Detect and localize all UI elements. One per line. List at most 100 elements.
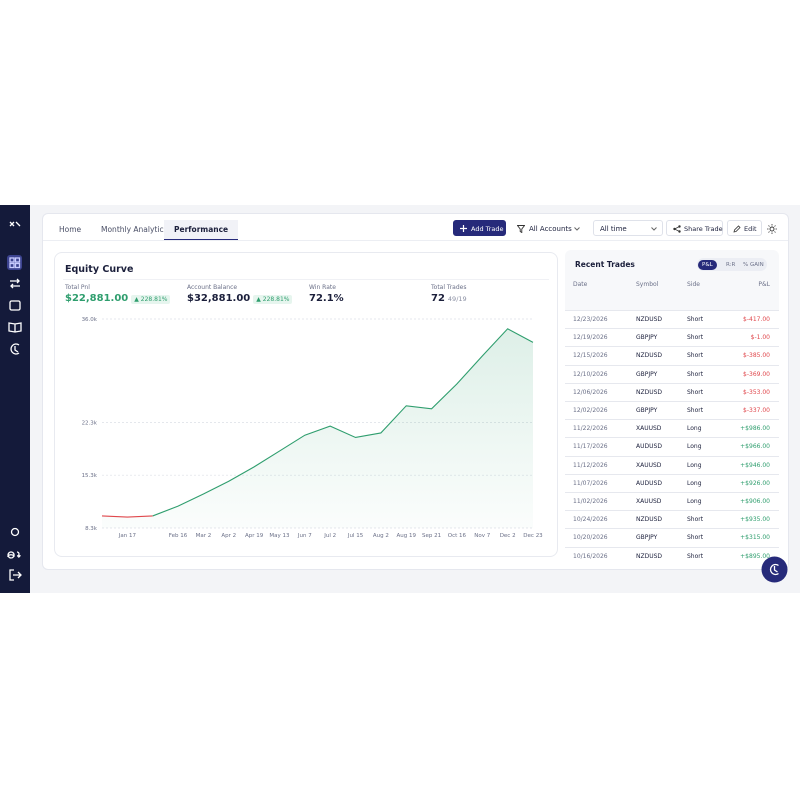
nav-analytics[interactable] bbox=[10, 343, 20, 355]
fab-button[interactable] bbox=[761, 556, 788, 583]
trades-title: Recent Trades bbox=[575, 260, 635, 269]
date: 11/17/2026 bbox=[573, 443, 608, 451]
date: 10/20/2026 bbox=[573, 534, 608, 542]
stat-change: ▲ 228.81% bbox=[131, 295, 171, 304]
pnl: +$935.00 bbox=[740, 516, 770, 524]
x-tick-label: Dec 23 bbox=[523, 533, 543, 539]
table-row: 12/19/2026 GBPJPY Short $-1.00 bbox=[565, 328, 779, 348]
side: Short bbox=[687, 407, 704, 414]
date: 12/10/2026 bbox=[573, 370, 608, 378]
stat-value: $22,881.00 bbox=[65, 293, 129, 304]
pnl: $-369.00 bbox=[743, 370, 770, 378]
x-tick-label: Aug 19 bbox=[396, 533, 416, 539]
side: Short bbox=[687, 552, 704, 560]
x-tick-label: Nov 7 bbox=[474, 533, 490, 539]
symbol: GBPJPY bbox=[636, 334, 658, 342]
date: 11/12/2026 bbox=[573, 461, 608, 469]
pnl: $-417.00 bbox=[743, 316, 770, 323]
date: 10/24/2026 bbox=[573, 516, 608, 524]
tab[interactable]: Monthly Analytics bbox=[101, 225, 168, 234]
accounts-dropdown[interactable]: All Accounts bbox=[511, 220, 587, 236]
period-dropdown[interactable]: All time bbox=[593, 220, 663, 236]
divider bbox=[43, 240, 788, 241]
edit-label: Edit bbox=[744, 225, 757, 233]
date: 12/02/2026 bbox=[573, 407, 608, 414]
pnl: +$926.00 bbox=[740, 479, 770, 487]
toggle[interactable]: P&L bbox=[698, 259, 717, 270]
date: 12/19/2026 bbox=[573, 334, 608, 342]
column-header: Date bbox=[573, 281, 588, 288]
add-trade-button[interactable]: Add Trade bbox=[453, 220, 506, 236]
app: Home Monthly Analytics Performance Add Tra… bbox=[0, 205, 800, 593]
pnl: +$895.00 bbox=[740, 552, 770, 560]
stat-label: Account Balance bbox=[187, 284, 238, 291]
date: 10/16/2026 bbox=[573, 552, 608, 560]
side: Long bbox=[687, 498, 702, 505]
y-tick-label: 8.3k bbox=[85, 526, 98, 532]
sidebar-icons bbox=[7, 221, 22, 581]
table-header: Date Symbol Side P&L bbox=[565, 281, 779, 293]
column-header: Side bbox=[687, 281, 700, 288]
nav-trades[interactable] bbox=[10, 278, 20, 289]
x-tick-label: Jun 7 bbox=[297, 533, 312, 539]
share-button[interactable]: Share Trade bbox=[666, 220, 723, 236]
table-row: 10/24/2026 NZDUSD Short +$935.00 bbox=[565, 510, 779, 530]
pnl: +$946.00 bbox=[740, 461, 770, 469]
pnl: +$966.00 bbox=[740, 443, 770, 451]
x-tick-label: Jul 15 bbox=[347, 533, 364, 539]
x-tick-label: Aug 2 bbox=[373, 533, 389, 539]
main-panel: Home Monthly Analytics Performance Add Tra… bbox=[42, 213, 789, 570]
table-row: 11/17/2026 AUDUSD Long +$966.00 bbox=[565, 437, 779, 457]
line bbox=[152, 328, 534, 517]
table-row: 12/23/2026 NZDUSD Short $-417.00 bbox=[565, 310, 779, 329]
x-tick-label: May 13 bbox=[269, 533, 290, 539]
divider bbox=[63, 279, 549, 280]
sidebar bbox=[0, 205, 30, 593]
table-row: 11/22/2026 XAUUSD Long +$986.00 bbox=[565, 419, 779, 439]
nav-dashboard[interactable] bbox=[9, 257, 21, 269]
side: Short bbox=[687, 316, 704, 323]
table-row: 10/16/2026 NZDUSD Short +$895.00 bbox=[565, 546, 779, 566]
stat-label: Win Rate bbox=[309, 284, 336, 291]
nav-logout[interactable] bbox=[9, 569, 22, 581]
y-tick-label: 22.3k bbox=[82, 420, 98, 426]
tab[interactable]: Home bbox=[59, 225, 82, 234]
stat-label: Total Trades bbox=[431, 284, 467, 291]
nav-wallet[interactable] bbox=[9, 300, 21, 311]
toggle[interactable]: R:R bbox=[726, 261, 736, 268]
stat-value-row: $22,881.00 ▲ 228.81% bbox=[65, 293, 171, 304]
table-row: 12/10/2026 GBPJPY Short $-369.00 bbox=[565, 364, 779, 384]
date: 12/06/2026 bbox=[573, 388, 608, 396]
toggle[interactable]: % GAIN bbox=[743, 261, 764, 268]
stat-value-row: 72.1% bbox=[309, 293, 344, 304]
y-tick-label: 36.0k bbox=[82, 317, 98, 323]
stat-detail: 49/19 bbox=[447, 295, 467, 303]
line bbox=[101, 515, 153, 518]
symbol: NZDUSD bbox=[636, 352, 663, 360]
stat: Total Pnl $22,881.00 ▲ 228.81% bbox=[65, 284, 171, 304]
side: Long bbox=[687, 461, 702, 469]
edit-button[interactable]: Edit bbox=[727, 220, 762, 236]
pnl: +$986.00 bbox=[740, 425, 770, 433]
nav-users[interactable] bbox=[7, 551, 21, 559]
theme-toggle[interactable] bbox=[767, 224, 777, 234]
pnl: +$315.00 bbox=[740, 534, 770, 542]
nav-settings[interactable] bbox=[10, 527, 20, 537]
side: Long bbox=[687, 443, 702, 451]
tab[interactable]: Performance bbox=[164, 220, 239, 241]
side: Short bbox=[687, 370, 704, 378]
date: 11/07/2026 bbox=[573, 479, 608, 487]
stat-value-row: 72 49/19 bbox=[431, 293, 467, 304]
x-tick-label: Apr 2 bbox=[221, 533, 236, 539]
table-row: 12/15/2026 NZDUSD Short $-385.00 bbox=[565, 346, 779, 366]
chart-title: Equity Curve bbox=[65, 264, 134, 275]
nav-journal[interactable] bbox=[8, 322, 22, 333]
stat-value-row: $32,881.00 ▲ 228.81% bbox=[187, 293, 293, 304]
x-tick-label: Jan 17 bbox=[118, 533, 137, 539]
table-row: 10/20/2026 GBPJPY Short +$315.00 bbox=[565, 528, 779, 548]
symbol: AUDUSD bbox=[636, 443, 662, 451]
x-tick-label: Mar 2 bbox=[196, 533, 212, 539]
symbol: GBPJPY bbox=[636, 534, 658, 542]
symbol: GBPJPY bbox=[636, 407, 658, 414]
